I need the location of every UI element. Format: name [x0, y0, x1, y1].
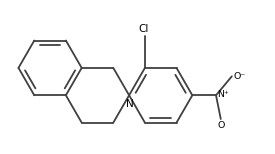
Text: O⁻: O⁻ [234, 72, 246, 81]
Text: N⁺: N⁺ [217, 90, 229, 99]
Text: O: O [217, 121, 224, 130]
Text: N: N [126, 99, 133, 109]
Text: Cl: Cl [139, 24, 149, 34]
